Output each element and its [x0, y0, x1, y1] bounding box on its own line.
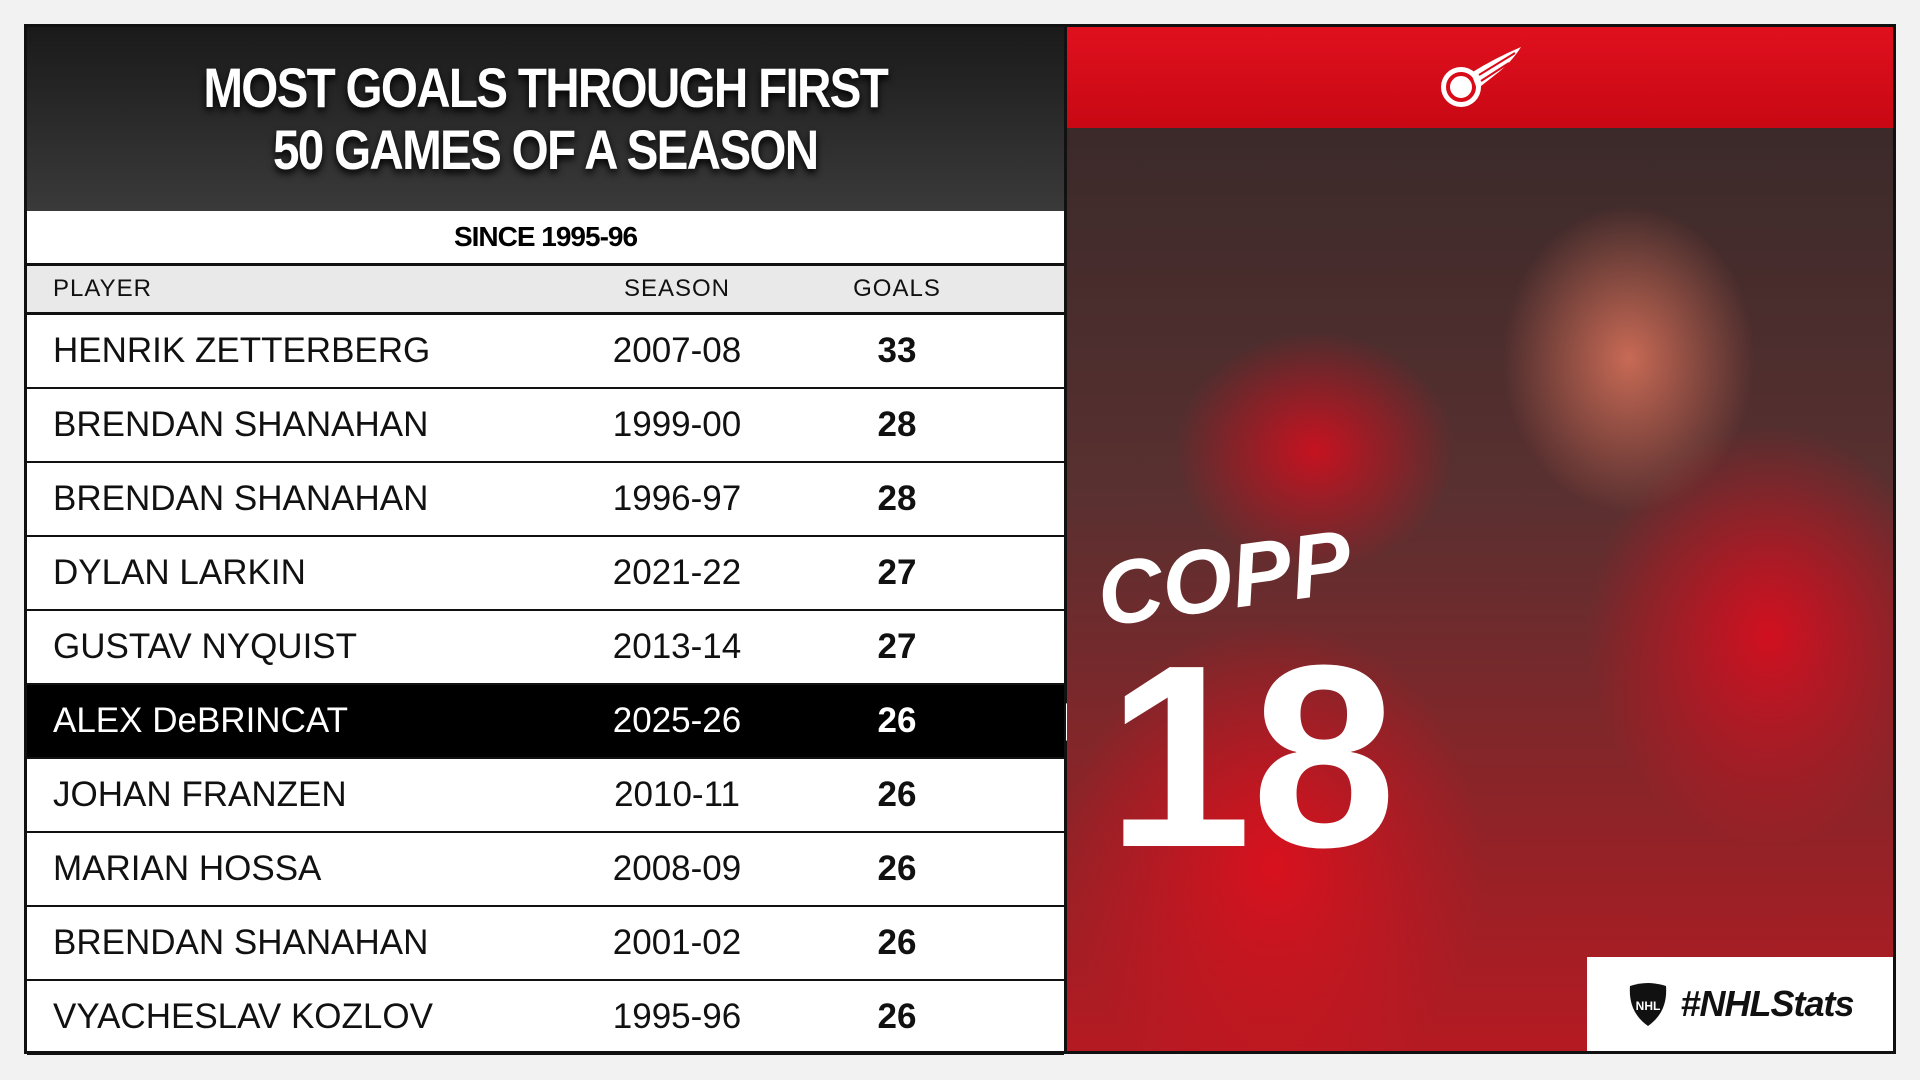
cell-player: BRENDAN SHANAHAN	[53, 405, 429, 444]
column-goals: GOALS	[853, 275, 941, 302]
table-row: BRENDAN SHANAHAN 2001-02 26	[27, 907, 1064, 981]
subtitle: SINCE 1995-96	[27, 211, 1064, 266]
column-season: SEASON	[623, 275, 731, 302]
table-row: HENRIK ZETTERBERG 2007-08 33	[27, 315, 1064, 389]
cell-player: HENRIK ZETTERBERG	[53, 331, 431, 370]
cell-player: MARIAN HOSSA	[53, 849, 322, 888]
cell-goals: 26	[877, 923, 917, 962]
cell-player: DYLAN LARKIN	[53, 553, 306, 592]
nhl-stats-badge: NHL #NHLStats	[1587, 957, 1893, 1051]
page-title: MOST GOALS THROUGH FIRST 50 GAMES OF A SE…	[203, 56, 889, 181]
table-row: GUSTAV NYQUIST 2013-14 27	[27, 611, 1064, 685]
cell-goals: 27	[877, 627, 917, 666]
nhl-shield-icon: NHL	[1630, 983, 1667, 1026]
cell-goals: 28	[877, 405, 917, 444]
red-wings-logo-icon	[1441, 46, 1521, 107]
cell-season: 2021-22	[612, 553, 742, 592]
cell-goals: 33	[877, 331, 917, 370]
hashtag: #NHLStats	[1680, 983, 1854, 1024]
cell-season: 2008-09	[612, 849, 742, 888]
cell-player: BRENDAN SHANAHAN	[53, 923, 429, 962]
cell-season: 1999-00	[612, 405, 742, 444]
table-row: BRENDAN SHANAHAN 1999-00 28	[27, 389, 1064, 463]
graphic-frame: MOST GOALS THROUGH FIRST 50 GAMES OF A SE…	[24, 24, 1896, 1055]
cell-goals: 26	[877, 701, 917, 740]
jersey-number: 18	[1107, 612, 1397, 902]
cell-player: GUSTAV NYQUIST	[53, 627, 358, 666]
table-row-highlighted: ALEX DeBRINCAT 2025-26 26	[27, 685, 1090, 759]
stats-table-panel: MOST GOALS THROUGH FIRST 50 GAMES OF A SE…	[27, 27, 1090, 1055]
title-header: MOST GOALS THROUGH FIRST 50 GAMES OF A SE…	[27, 27, 1064, 211]
cell-goals: 27	[877, 553, 917, 592]
cell-player: BRENDAN SHANAHAN	[53, 479, 429, 518]
svg-text:NHL: NHL	[1636, 999, 1661, 1013]
cell-goals: 28	[877, 479, 917, 518]
cell-season: 1996-97	[612, 479, 742, 518]
table-row: BRENDAN SHANAHAN 1996-97 28	[27, 463, 1064, 537]
table-row: MARIAN HOSSA 2008-09 26	[27, 833, 1064, 907]
photo-panel: COPP 18 NHL #NHLStats	[1067, 27, 1893, 1051]
cell-goals: 26	[877, 997, 917, 1036]
cell-season: 2025-26	[612, 701, 742, 740]
table-row: JOHAN FRANZEN 2010-11 26	[27, 759, 1064, 833]
cell-season: 2001-02	[612, 923, 742, 962]
players-celebration-photo: COPP 18	[1067, 128, 1893, 1051]
cell-player: VYACHESLAV KOZLOV	[53, 997, 433, 1036]
cell-season: 1995-96	[612, 997, 742, 1036]
cell-goals: 26	[877, 775, 917, 814]
cell-season: 2013-14	[612, 627, 742, 666]
cell-season: 2010-11	[614, 775, 740, 814]
cell-player: ALEX DeBRINCAT	[53, 701, 348, 740]
table-row: DYLAN LARKIN 2021-22 27	[27, 537, 1064, 611]
cell-goals: 26	[877, 849, 917, 888]
team-banner	[1067, 27, 1893, 128]
column-player: PLAYER	[53, 275, 152, 302]
table-row: VYACHESLAV KOZLOV 1995-96 26	[27, 981, 1064, 1055]
table-header: PLAYER SEASON GOALS	[27, 266, 1064, 315]
cell-player: JOHAN FRANZEN	[53, 775, 347, 814]
cell-season: 2007-08	[612, 331, 742, 370]
